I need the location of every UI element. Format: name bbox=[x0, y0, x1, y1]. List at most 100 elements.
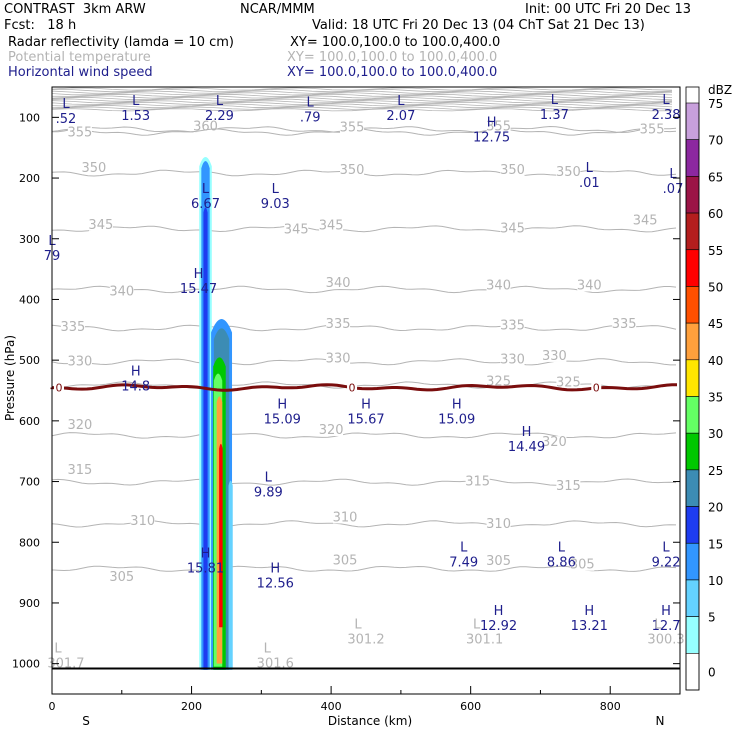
wind-extremum-marker: H bbox=[522, 425, 532, 440]
theta-label-bg bbox=[67, 355, 92, 368]
theta-label-bg bbox=[67, 126, 92, 139]
x-tick-label: 800 bbox=[600, 700, 621, 713]
y-tick-label: 1000 bbox=[12, 658, 40, 671]
theta-label-bg bbox=[340, 164, 365, 177]
theta-label-bg bbox=[81, 161, 106, 174]
theta-contour-label: 355 bbox=[340, 121, 365, 136]
theta-contour-label: 335 bbox=[500, 319, 525, 334]
field-wind-xy: XY= 100.0,100.0 to 100.0,400.0 bbox=[287, 65, 498, 80]
x-end-label-right: N bbox=[656, 714, 665, 728]
theta-dense-contour bbox=[51, 103, 673, 107]
theta-extremum-value: 300.3 bbox=[647, 632, 684, 647]
colorbar-label: 25 bbox=[708, 464, 723, 478]
field-theta-xy: XY= 100.0,100.0 to 100.0,400.0 bbox=[287, 50, 498, 65]
y-tick-label: 800 bbox=[19, 536, 40, 549]
theta-label-bg bbox=[486, 518, 511, 531]
model-title: CONTRAST 3km ARW bbox=[4, 2, 146, 17]
theta-label-bg bbox=[486, 375, 511, 388]
wind-extremum-value: .01 bbox=[579, 176, 600, 191]
theta-contour-label: 350 bbox=[340, 163, 365, 178]
theta-contour-label: 315 bbox=[67, 463, 92, 478]
theta-label-bg bbox=[326, 277, 351, 290]
colorbar-swatch bbox=[685, 653, 700, 691]
wind-extremum-marker: L bbox=[662, 93, 670, 108]
theta-dense-contour bbox=[51, 87, 673, 91]
colorbar-swatch bbox=[685, 396, 700, 434]
theta-label-bg bbox=[556, 376, 581, 389]
x-tick-label: 0 bbox=[49, 700, 56, 713]
theta-contour-label: 330 bbox=[326, 351, 351, 366]
wind-extremum-value: 12.92 bbox=[480, 619, 517, 634]
theta-contour-315 bbox=[51, 478, 677, 486]
wind-extremum-value: .79 bbox=[300, 110, 321, 125]
wind-extremum-value: 15.09 bbox=[438, 413, 475, 428]
reflectivity-cell-55dbz bbox=[219, 443, 223, 628]
wind-extremum-marker: H bbox=[452, 398, 462, 413]
wind-extremum-marker: H bbox=[131, 364, 141, 379]
theta-label-bg bbox=[109, 285, 134, 298]
theta-label-bg bbox=[500, 222, 525, 235]
theta-label-bg bbox=[60, 320, 85, 333]
theta-contour-label: 330 bbox=[542, 349, 567, 364]
colorbar-label: 55 bbox=[708, 244, 723, 258]
theta-label-bg bbox=[326, 317, 351, 330]
theta-label-bg bbox=[486, 279, 511, 292]
colorbar-label: 50 bbox=[708, 280, 723, 294]
theta-contour-label: 330 bbox=[67, 354, 92, 369]
theta-label-bg bbox=[542, 436, 567, 449]
theta-label-bg bbox=[88, 218, 113, 231]
wind-extremum-value: 15.09 bbox=[264, 413, 301, 428]
theta-contour-label: 345 bbox=[633, 214, 658, 229]
theta-contour-label: 320 bbox=[67, 418, 92, 433]
wind-extremum-value: 13.21 bbox=[571, 619, 608, 634]
colorbar-swatch bbox=[685, 469, 700, 507]
theta-label-bg bbox=[500, 319, 525, 332]
wind-extremum-marker: L bbox=[132, 94, 140, 109]
colorbar-swatch bbox=[685, 579, 700, 617]
colorbar-swatch bbox=[685, 506, 700, 544]
theta-contour-label: 310 bbox=[333, 510, 358, 525]
freezing-label-bg bbox=[591, 381, 602, 393]
reflectivity-cell-10dbz bbox=[228, 480, 233, 670]
theta-dense-contour bbox=[51, 88, 673, 93]
colorbar-unit: dBZ bbox=[708, 83, 732, 97]
colorbar-label: 30 bbox=[708, 427, 723, 441]
center-title: NCAR/MMM bbox=[240, 2, 315, 17]
wind-extremum-marker: L bbox=[216, 94, 224, 109]
wind-extremum-value: 15.47 bbox=[180, 282, 217, 297]
theta-contour-340 bbox=[51, 285, 677, 294]
theta-contour-label: 345 bbox=[284, 223, 309, 238]
theta-dense-contour bbox=[51, 101, 673, 106]
theta-label-bg bbox=[333, 511, 358, 524]
colorbar-label: 45 bbox=[708, 317, 723, 331]
wind-extremum-marker: L bbox=[662, 540, 670, 555]
y-tick-label: 300 bbox=[19, 233, 40, 246]
freezing-label-bg bbox=[53, 381, 64, 393]
theta-contour-label: 310 bbox=[486, 517, 511, 532]
theta-contour-label: 340 bbox=[577, 279, 602, 294]
wind-extremum-marker: H bbox=[201, 546, 211, 561]
theta-label-bg bbox=[486, 555, 511, 568]
colorbar-swatch bbox=[685, 176, 700, 214]
theta-label-bg bbox=[612, 317, 637, 330]
theta-contour-label: 310 bbox=[130, 514, 155, 529]
theta-contour-label: 315 bbox=[465, 475, 490, 490]
wind-extremum-value: 9.89 bbox=[254, 486, 283, 501]
theta-dense-contour bbox=[51, 108, 673, 112]
wind-extremum-marker: L bbox=[460, 540, 468, 555]
wind-extremum-marker: H bbox=[661, 604, 671, 619]
theta-extremum-value: 301.6 bbox=[257, 657, 294, 672]
theta-label-bg bbox=[486, 120, 511, 133]
theta-contour-label: 305 bbox=[109, 570, 134, 585]
theta-label-bg bbox=[556, 479, 581, 492]
theta-label-bg bbox=[130, 515, 155, 528]
colorbar-label: 35 bbox=[708, 391, 723, 405]
theta-extremum-value: 301.7 bbox=[47, 657, 84, 672]
wind-extremum-marker: L bbox=[586, 161, 594, 176]
wind-extremum-value: 15.67 bbox=[347, 413, 384, 428]
wind-extremum-value: 1.53 bbox=[121, 109, 150, 124]
field-reflectivity-xy: XY= 100.0,100.0 to 100.0,400.0 bbox=[290, 35, 501, 50]
x-end-label-left: S bbox=[82, 714, 90, 728]
